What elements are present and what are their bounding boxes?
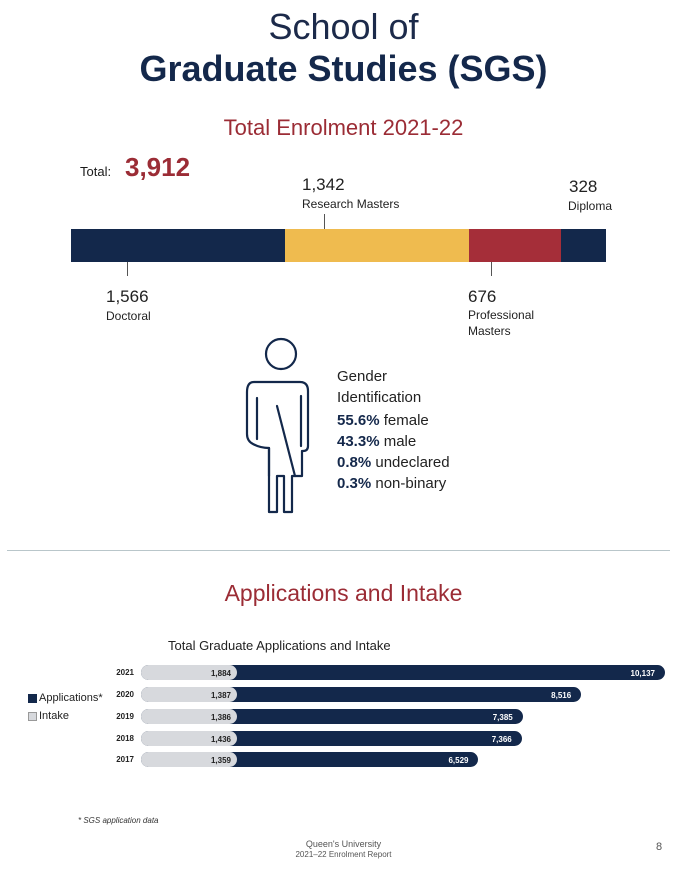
- gender-undeclared-pct: 0.8%: [337, 454, 372, 471]
- research-masters-label: Research Masters: [302, 197, 400, 211]
- intake-bar: [141, 752, 237, 767]
- chart-title: Total Graduate Applications and Intake: [168, 638, 391, 653]
- page-title-line1: School of: [268, 6, 419, 47]
- intake-bar: [141, 731, 237, 746]
- footnote: * SGS application data: [78, 816, 159, 825]
- year-label: 2019: [116, 712, 134, 721]
- section-divider: [7, 550, 670, 551]
- tick-research-masters: [324, 214, 325, 229]
- gender-male-label: male: [383, 433, 417, 450]
- year-label: 2021: [116, 668, 134, 677]
- page-title-line2: Graduate Studies (SGS): [139, 48, 548, 89]
- gender-female-pct: 55.6%: [337, 412, 380, 429]
- enrolment-title: Total Enrolment 2021-22: [223, 115, 464, 140]
- legend-applications-label: Applications*: [39, 692, 103, 704]
- gender-person-icon: [245, 337, 310, 514]
- legend-intake-label: Intake: [39, 710, 69, 722]
- applications-value-label: 10,137: [630, 669, 655, 678]
- segment-doctoral: [71, 229, 286, 262]
- doctoral-value: 1,566: [106, 287, 149, 306]
- research-masters-value: 1,342: [302, 175, 345, 194]
- intake-bar: [141, 687, 237, 702]
- professional-masters-value: 676: [468, 287, 497, 306]
- intake-bar: [141, 665, 237, 680]
- gender-non-binary: 0.3% non-binary: [337, 475, 446, 492]
- gender-non-binary-label: non-binary: [375, 475, 447, 492]
- legend-intake-swatch: [28, 712, 37, 721]
- segment-diploma: [561, 229, 606, 262]
- segment-research-masters: [285, 229, 469, 262]
- gender-title-line1: Gender: [337, 368, 388, 385]
- applications-bar: [141, 687, 582, 702]
- tick-professional-masters: [491, 262, 492, 276]
- tick-doctoral: [127, 262, 128, 276]
- applications-value-label: 6,529: [448, 756, 469, 765]
- year-label: 2020: [116, 690, 134, 699]
- applications-title: Applications and Intake: [224, 580, 463, 606]
- intake-bar: [141, 709, 237, 724]
- year-label: 2018: [116, 734, 134, 743]
- segment-professional-masters: [468, 229, 562, 262]
- intake-value-label: 1,387: [210, 691, 231, 700]
- page-number: 8: [656, 841, 663, 853]
- year-label: 2017: [116, 755, 134, 764]
- gender-male: 43.3% male: [337, 433, 416, 450]
- gender-female-label: female: [383, 412, 429, 429]
- intake-value-label: 1,359: [210, 756, 231, 765]
- gender-non-binary-pct: 0.3%: [337, 475, 372, 492]
- gender-title-line2: Identification: [337, 389, 422, 406]
- professional-masters-label-1: Professional: [468, 308, 535, 322]
- legend-applications-swatch: [28, 694, 37, 703]
- applications-bar: [141, 665, 665, 680]
- diploma-label: Diploma: [568, 199, 613, 213]
- intake-value-label: 1,386: [210, 713, 231, 722]
- professional-masters-label-2: Masters: [468, 324, 511, 338]
- diploma-value: 328: [569, 177, 598, 196]
- total-label: Total:: [80, 164, 112, 179]
- intake-value-label: 1,884: [210, 669, 231, 678]
- footer-university: Queen's University: [305, 839, 382, 849]
- total-value: 3,912: [125, 152, 191, 182]
- gender-undeclared: 0.8% undeclared: [337, 454, 450, 471]
- gender-undeclared-label: undeclared: [375, 454, 450, 471]
- applications-value-label: 7,366: [491, 735, 512, 744]
- doctoral-label: Doctoral: [106, 309, 151, 323]
- footer-report: 2021–22 Enrolment Report: [295, 850, 392, 859]
- gender-title: Gender Identification: [337, 366, 421, 408]
- intake-value-label: 1,436: [210, 735, 231, 744]
- gender-female: 55.6% female: [337, 412, 429, 429]
- applications-value-label: 7,385: [492, 713, 513, 722]
- gender-male-pct: 43.3%: [337, 433, 380, 450]
- applications-value-label: 8,516: [551, 691, 572, 700]
